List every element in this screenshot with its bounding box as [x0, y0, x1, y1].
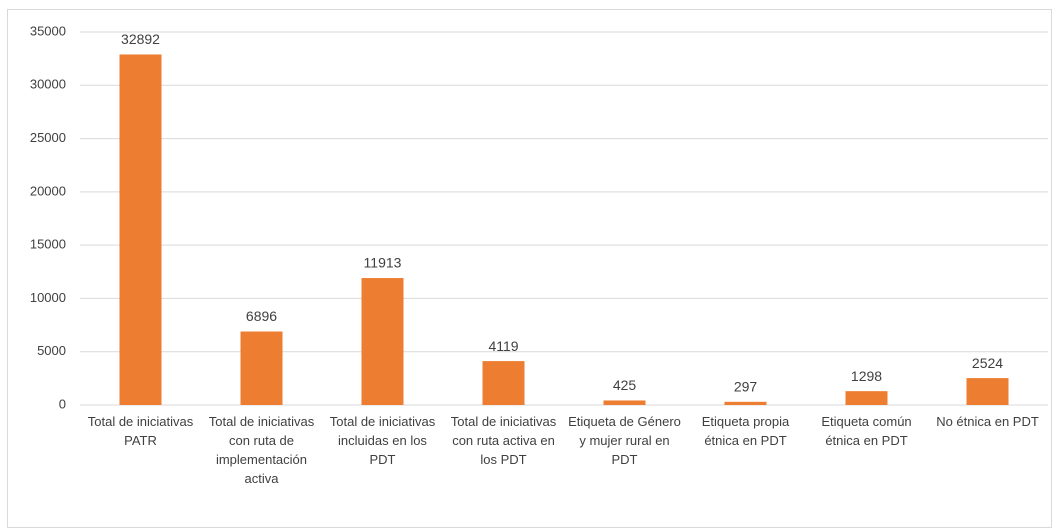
y-tick-label: 20000 [30, 183, 66, 198]
x-tick-label-line: los PDT [480, 452, 526, 467]
x-tick-label-line: PDT [370, 452, 396, 467]
x-tick-label-line: étnica en PDT [825, 433, 907, 448]
bar [845, 391, 888, 405]
data-label: 6896 [246, 308, 277, 324]
x-tick-label: Etiqueta de Género y mujer rural en PDT [568, 414, 681, 467]
x-tick-label-line: Etiqueta propia [702, 414, 790, 429]
y-tick-label: 10000 [30, 290, 66, 305]
data-label: 425 [613, 377, 637, 393]
bar [482, 361, 525, 405]
x-tick-label-line: Etiqueta común [821, 414, 911, 429]
x-tick-label: Etiqueta común étnica en PDT [821, 414, 911, 448]
data-label: 4119 [488, 338, 518, 354]
bar [119, 54, 162, 405]
x-tick-label-line: Total de iniciativas [88, 414, 194, 429]
x-tick-label-line: Total de iniciativas [330, 414, 436, 429]
y-tick-label: 0 [59, 396, 66, 411]
x-tick-label-line: incluidas en los [338, 433, 427, 448]
data-label: 11913 [364, 255, 402, 271]
x-tick-label-line: y mujer rural en [579, 433, 669, 448]
x-tick-label: Total de iniciativas con ruta de implement… [209, 414, 315, 486]
data-label: 1298 [851, 368, 882, 384]
data-label: 2524 [972, 355, 1003, 371]
x-tick-label-line: Etiqueta de Género [568, 414, 681, 429]
x-tick-label-line: con ruta de [229, 433, 294, 448]
x-tick-label: Total de iniciativas con ruta activa en lo… [451, 414, 557, 467]
x-tick-label-line: Total de iniciativas [451, 414, 557, 429]
data-label: 297 [734, 379, 758, 395]
y-tick-label: 15000 [30, 237, 66, 252]
y-tick-label: 30000 [30, 77, 66, 92]
x-tick-label: Total de iniciativas incluidas en los PDT [330, 414, 436, 467]
bar [966, 378, 1009, 405]
x-tick-label-line: implementación [216, 452, 307, 467]
x-tick-label-line: con ruta activa en [452, 433, 555, 448]
x-tick-label-line: PDT [612, 452, 638, 467]
bar [361, 278, 404, 405]
y-tick-label: 35000 [30, 23, 66, 38]
x-tick-label-line: étnica en PDT [704, 433, 786, 448]
bar [240, 331, 283, 405]
bar [724, 401, 767, 405]
x-tick-label-line: Total de iniciativas [209, 414, 315, 429]
x-tick-label: Etiqueta propia étnica en PDT [702, 414, 790, 448]
x-tick-label-line: PATR [124, 433, 157, 448]
x-tick-label: Total de iniciativas PATR [88, 414, 194, 448]
bar [603, 400, 646, 405]
x-tick-label: No étnica en PDT [936, 414, 1039, 429]
chart-border [7, 9, 1052, 528]
data-label: 32892 [121, 31, 160, 47]
x-tick-label-line: activa [245, 471, 280, 486]
y-tick-label: 25000 [30, 130, 66, 145]
y-tick-label: 5000 [37, 343, 66, 358]
x-tick-label-line: No étnica en PDT [936, 414, 1039, 429]
